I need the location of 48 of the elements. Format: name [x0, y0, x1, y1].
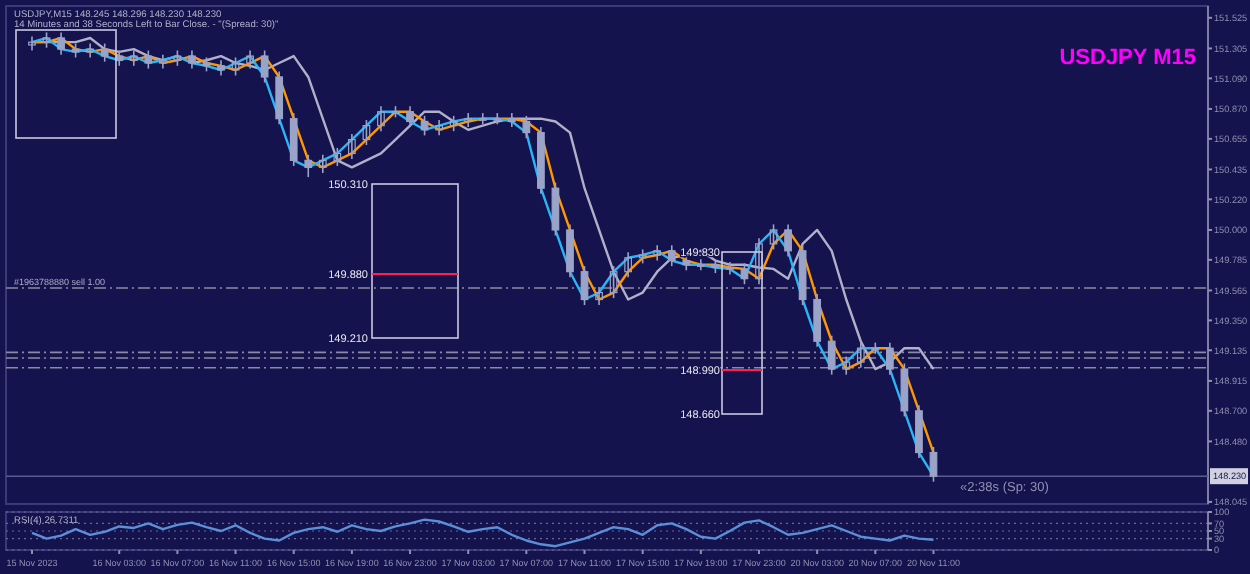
candlestick — [435, 119, 443, 137]
candlestick — [57, 31, 65, 56]
candlestick — [726, 261, 734, 276]
candlestick — [188, 49, 196, 70]
candlestick — [348, 133, 356, 160]
candlestick — [827, 334, 836, 376]
candlestick — [929, 446, 938, 483]
candlestick — [609, 265, 618, 299]
candlestick — [507, 112, 516, 128]
candlestick — [842, 355, 851, 376]
candlestick — [260, 49, 269, 84]
candlestick — [129, 49, 138, 67]
candlestick — [696, 258, 705, 272]
candlestick — [28, 35, 36, 52]
candlestick — [231, 56, 240, 77]
text: USDJPY M15 — [1059, 45, 1196, 70]
candlestick — [275, 70, 284, 126]
candlestick — [493, 112, 502, 126]
candlestick — [464, 112, 473, 128]
candlestick — [362, 119, 371, 146]
candlestick — [478, 112, 487, 126]
candlestick — [333, 147, 342, 167]
candlestick — [100, 42, 109, 63]
candlestick — [304, 154, 313, 178]
candlestick — [246, 49, 254, 70]
candlestick — [900, 362, 909, 418]
candlestick — [566, 223, 574, 279]
candlestick — [813, 293, 822, 348]
candlestick — [784, 223, 792, 258]
candlestick — [318, 154, 327, 174]
candlestick — [420, 115, 429, 137]
candlestick — [580, 265, 589, 306]
candlestick — [856, 341, 865, 369]
candlestick — [595, 286, 603, 306]
candlestick — [289, 112, 298, 167]
candlestick — [158, 53, 167, 70]
candlestick — [915, 404, 923, 459]
candlestick — [406, 105, 414, 128]
candlestick — [551, 181, 560, 237]
candlestick — [144, 49, 153, 70]
candlestick — [740, 262, 749, 286]
candlestick — [522, 115, 531, 139]
candlestick — [667, 244, 676, 267]
candlestick — [377, 105, 385, 132]
candlestick — [769, 223, 778, 251]
candlestick — [885, 341, 894, 376]
candlestick — [653, 244, 662, 262]
candlestick — [624, 251, 633, 279]
